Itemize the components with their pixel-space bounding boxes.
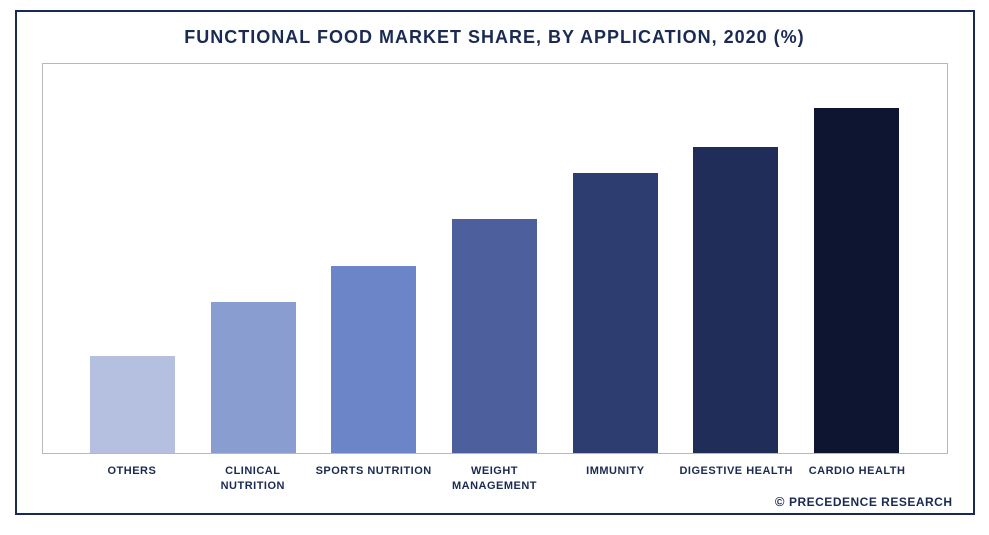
bar-others bbox=[90, 356, 175, 453]
chart-title: FUNCTIONAL FOOD MARKET SHARE, BY APPLICA… bbox=[42, 27, 948, 48]
x-label: WEIGHT MANAGEMENT bbox=[434, 464, 555, 493]
x-label: CARDIO HEALTH bbox=[797, 464, 918, 493]
bar-sports-nutrition bbox=[331, 266, 416, 453]
bar-immunity bbox=[573, 173, 658, 454]
x-label: SPORTS NUTRITION bbox=[313, 464, 434, 493]
bar-group bbox=[675, 147, 796, 453]
bar-group bbox=[434, 219, 555, 453]
bar-group bbox=[73, 356, 194, 453]
x-axis-labels: OTHERS CLINICAL NUTRITION SPORTS NUTRITI… bbox=[42, 454, 948, 493]
copyright-icon: © bbox=[775, 494, 785, 509]
x-label: OTHERS bbox=[72, 464, 193, 493]
bar-group bbox=[796, 108, 917, 454]
copyright: © PRECEDENCE RESEARCH bbox=[775, 494, 953, 509]
bar-clinical-nutrition bbox=[211, 302, 296, 453]
x-label: DIGESTIVE HEALTH bbox=[676, 464, 797, 493]
bar-group bbox=[193, 302, 314, 453]
bar-weight-management bbox=[452, 219, 537, 453]
bar-cardio-health bbox=[814, 108, 899, 454]
bar-group bbox=[555, 173, 676, 454]
bar-digestive-health bbox=[693, 147, 778, 453]
x-label: IMMUNITY bbox=[555, 464, 676, 493]
plot-area bbox=[42, 63, 948, 454]
copyright-text: PRECEDENCE RESEARCH bbox=[789, 495, 953, 509]
chart-container: FUNCTIONAL FOOD MARKET SHARE, BY APPLICA… bbox=[15, 10, 975, 515]
bar-group bbox=[314, 266, 435, 453]
x-label: CLINICAL NUTRITION bbox=[192, 464, 313, 493]
